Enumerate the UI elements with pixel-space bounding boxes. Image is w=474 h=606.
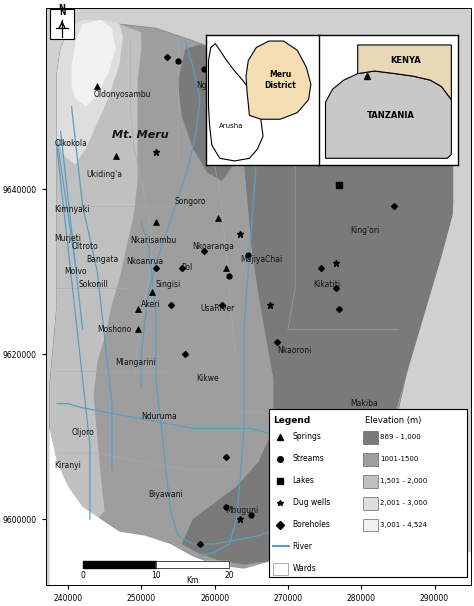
FancyBboxPatch shape (363, 431, 378, 444)
Text: N: N (59, 4, 65, 13)
Text: MajiyaChai: MajiyaChai (240, 255, 283, 264)
Polygon shape (326, 71, 451, 158)
Text: Nkaoroni: Nkaoroni (277, 345, 311, 355)
Text: 1001-1500: 1001-1500 (380, 456, 418, 462)
Polygon shape (50, 428, 471, 585)
Text: Leguruki: Leguruki (302, 127, 336, 136)
Text: KENYA: KENYA (390, 56, 420, 65)
Text: N: N (59, 8, 65, 17)
Text: Murjeti: Murjeti (55, 234, 82, 243)
Polygon shape (209, 44, 263, 161)
Text: Oldonyosambu: Oldonyosambu (93, 90, 151, 99)
Text: Lakes: Lakes (292, 476, 314, 485)
Text: Legend: Legend (273, 416, 311, 425)
Text: Arusha Region: Arusha Region (382, 94, 443, 103)
FancyBboxPatch shape (363, 497, 378, 510)
Polygon shape (50, 24, 141, 519)
Polygon shape (246, 41, 311, 119)
Text: Kikwe: Kikwe (196, 375, 219, 384)
Text: Olkokola: Olkokola (55, 139, 88, 148)
Polygon shape (178, 45, 255, 181)
Polygon shape (57, 20, 123, 164)
FancyBboxPatch shape (363, 519, 378, 531)
Text: River: River (292, 542, 312, 551)
Text: Mlangarini: Mlangarini (116, 358, 156, 367)
Text: Molvo: Molvo (64, 267, 87, 276)
Text: Meru
District: Meru District (264, 70, 296, 90)
Text: Nkoanrua: Nkoanrua (127, 257, 164, 266)
Text: Akeri: Akeri (141, 300, 161, 309)
Text: Songoro: Songoro (174, 197, 206, 206)
Text: Streams: Streams (292, 454, 324, 463)
Text: Nduruma: Nduruma (141, 411, 177, 421)
Text: 2,001 - 3,000: 2,001 - 3,000 (380, 499, 427, 505)
FancyBboxPatch shape (363, 453, 378, 465)
Text: Dug wells: Dug wells (292, 498, 330, 507)
Text: Mbuguni: Mbuguni (226, 507, 259, 516)
Text: King'ori: King'ori (350, 226, 380, 235)
Polygon shape (50, 24, 453, 568)
Text: Springs: Springs (292, 432, 321, 441)
Polygon shape (72, 20, 116, 107)
Text: UsaRiver: UsaRiver (200, 304, 234, 313)
Text: Boreholes: Boreholes (292, 520, 330, 529)
Text: TANZANIA: TANZANIA (367, 111, 415, 120)
Text: Elevation (m): Elevation (m) (365, 416, 421, 425)
Text: 869 - 1,000: 869 - 1,000 (380, 434, 420, 440)
Text: Oltroto: Oltroto (72, 242, 98, 251)
FancyBboxPatch shape (269, 409, 467, 576)
Text: Wards: Wards (292, 564, 316, 573)
FancyBboxPatch shape (50, 8, 74, 39)
Text: Kiranyi: Kiranyi (55, 461, 82, 470)
Polygon shape (93, 41, 273, 544)
Text: Pol: Pol (182, 263, 193, 272)
Text: 3,001 - 4,524: 3,001 - 4,524 (380, 522, 427, 528)
Polygon shape (182, 41, 453, 565)
Text: Mt. Meru: Mt. Meru (112, 130, 169, 141)
Text: Ukiding'a: Ukiding'a (86, 170, 122, 179)
Text: Moshono: Moshono (97, 325, 131, 334)
Text: Nkoaranga: Nkoaranga (192, 242, 235, 251)
Text: Bangata: Bangata (86, 255, 118, 264)
Text: Biyawani: Biyawani (148, 490, 183, 499)
Text: Nkarisambu: Nkarisambu (130, 236, 176, 245)
Text: Oljoro: Oljoro (72, 428, 94, 437)
Text: Sokonill: Sokonill (79, 279, 109, 288)
Text: Ngarenanyuki: Ngarenanyuki (196, 81, 250, 90)
Polygon shape (358, 45, 451, 99)
Text: 10: 10 (151, 571, 161, 580)
Text: 1,501 - 2,000: 1,501 - 2,000 (380, 478, 427, 484)
FancyBboxPatch shape (273, 562, 288, 575)
Text: Arusha: Arusha (219, 123, 244, 128)
Text: Km: Km (186, 576, 199, 585)
Text: 0: 0 (80, 571, 85, 580)
Text: Kikatiti: Kikatiti (314, 279, 341, 288)
Text: Singisi: Singisi (156, 279, 181, 288)
Text: Kimnyaki: Kimnyaki (55, 205, 90, 215)
Text: Makiba: Makiba (350, 399, 378, 408)
FancyBboxPatch shape (363, 475, 378, 488)
Text: 20: 20 (224, 571, 234, 580)
